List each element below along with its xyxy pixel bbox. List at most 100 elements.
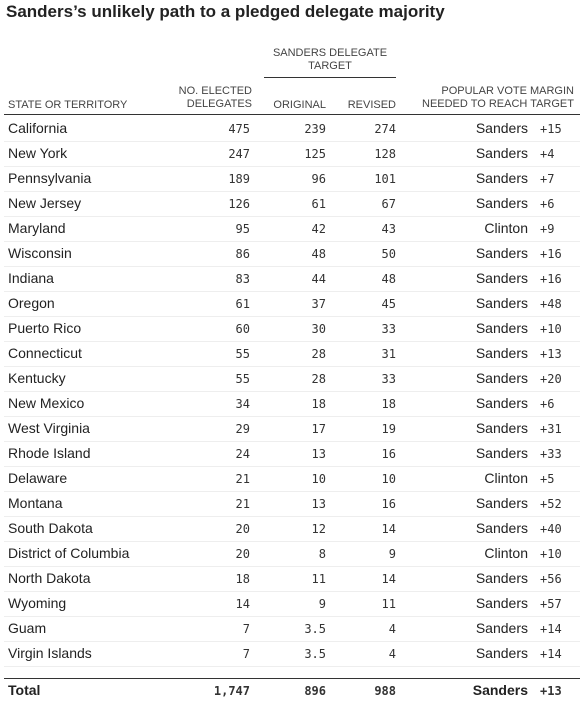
state-name: Connecticut [8, 345, 82, 361]
elected-cell: 61 [235, 297, 250, 311]
margin-cell: +13 [540, 684, 562, 698]
revised-cell: 274 [374, 122, 396, 136]
elected-cell: 14 [235, 597, 250, 611]
elected-cell: 18 [235, 572, 250, 586]
candidate-cell: Sanders [475, 620, 528, 636]
row-rule [4, 241, 580, 242]
row-rule [4, 266, 580, 267]
margin-cell: +20 [540, 372, 562, 386]
state-name: Guam [8, 620, 47, 636]
revised-cell: 67 [381, 197, 396, 211]
revised-cell: 14 [381, 572, 396, 586]
margin-cell: +13 [540, 347, 562, 361]
candidate-cell: Sanders [475, 245, 528, 261]
candidate-cell: Sanders [475, 570, 528, 586]
candidate-cell: Sanders [475, 270, 528, 286]
state-name: West Virginia [8, 420, 90, 436]
candidate-cell: Sanders [475, 145, 528, 161]
original-cell: 48 [311, 247, 326, 261]
revised-cell: 988 [374, 684, 396, 698]
revised-cell: 10 [381, 472, 396, 486]
margin-cell: +56 [540, 572, 562, 586]
state-name: New Mexico [8, 395, 85, 411]
revised-cell: 50 [381, 247, 396, 261]
row-rule [4, 541, 580, 542]
revised-cell: 4 [388, 647, 396, 661]
revised-cell: 31 [381, 347, 396, 361]
candidate-cell: Sanders [475, 395, 528, 411]
row-rule [4, 491, 580, 492]
original-cell: 61 [311, 197, 326, 211]
original-cell: 8 [318, 547, 326, 561]
row-rule [4, 666, 580, 667]
margin-cell: +6 [540, 197, 555, 211]
margin-cell: +14 [540, 647, 562, 661]
total-rule [4, 678, 580, 679]
original-cell: 28 [311, 347, 326, 361]
row-rule [4, 316, 580, 317]
revised-cell: 19 [381, 422, 396, 436]
col-header: NO. ELECTED DELEGATES [178, 85, 252, 110]
state-name: Virgin Islands [8, 645, 92, 661]
revised-cell: 4 [388, 622, 396, 636]
candidate-cell: Clinton [484, 470, 528, 486]
candidate-cell: Clinton [484, 220, 528, 236]
elected-cell: 29 [235, 422, 250, 436]
state-name: Total [8, 682, 41, 698]
candidate-cell: Sanders [475, 445, 528, 461]
candidate-cell: Sanders [475, 520, 528, 536]
state-name: Pennsylvania [8, 170, 92, 186]
col-header: POPULAR VOTE MARGIN NEEDED TO REACH TARG… [422, 85, 574, 110]
original-cell: 896 [304, 684, 326, 698]
state-name: Wisconsin [8, 245, 72, 261]
candidate-cell: Sanders [475, 295, 528, 311]
elected-cell: 126 [228, 197, 250, 211]
revised-cell: 11 [381, 597, 396, 611]
state-name: Maryland [8, 220, 66, 236]
row-rule [4, 191, 580, 192]
margin-cell: +14 [540, 622, 562, 636]
state-name: South Dakota [8, 520, 93, 536]
state-name: California [8, 120, 68, 136]
candidate-cell: Sanders [475, 320, 528, 336]
candidate-cell: Sanders [475, 645, 528, 661]
elected-cell: 83 [235, 272, 250, 286]
candidate-cell: Sanders [475, 370, 528, 386]
state-name: Delaware [8, 470, 68, 486]
col-header: STATE OR TERRITORY [8, 99, 128, 111]
candidate-cell: Sanders [475, 170, 528, 186]
original-cell: 44 [311, 272, 326, 286]
elected-cell: 189 [228, 172, 250, 186]
margin-cell: +9 [540, 222, 555, 236]
candidate-cell: Sanders [472, 682, 528, 698]
margin-cell: +7 [540, 172, 555, 186]
revised-cell: 9 [388, 547, 396, 561]
row-rule [4, 391, 580, 392]
elected-cell: 21 [235, 497, 250, 511]
state-name: Rhode Island [8, 445, 91, 461]
elected-cell: 247 [228, 147, 250, 161]
state-name: District of Columbia [8, 545, 130, 561]
row-rule [4, 441, 580, 442]
original-cell: 3.5 [304, 622, 326, 636]
revised-cell: 48 [381, 272, 396, 286]
revised-cell: 16 [381, 447, 396, 461]
revised-cell: 33 [381, 322, 396, 336]
row-rule [4, 291, 580, 292]
elected-cell: 86 [235, 247, 250, 261]
margin-cell: +16 [540, 272, 562, 286]
margin-cell: +52 [540, 497, 562, 511]
elected-cell: 1,747 [213, 684, 250, 698]
original-cell: 125 [304, 147, 326, 161]
original-cell: 13 [311, 497, 326, 511]
candidate-cell: Sanders [475, 120, 528, 136]
row-rule [4, 616, 580, 617]
original-cell: 42 [311, 222, 326, 236]
original-cell: 30 [311, 322, 326, 336]
margin-cell: +16 [540, 247, 562, 261]
original-cell: 12 [311, 522, 326, 536]
original-cell: 17 [311, 422, 326, 436]
margin-cell: +6 [540, 397, 555, 411]
state-name: Montana [8, 495, 63, 511]
